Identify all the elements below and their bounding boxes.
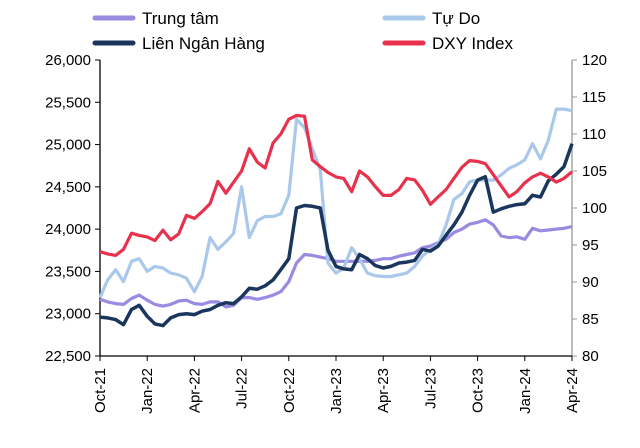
y2-tick-label: 85 bbox=[582, 311, 599, 328]
series-lines bbox=[98, 107, 574, 328]
x-tick-label: Jan-23 bbox=[328, 368, 345, 414]
y-tick-label: 22,500 bbox=[45, 348, 91, 365]
series-line-dxy-index bbox=[99, 113, 574, 257]
x-tick-label: Apr-22 bbox=[186, 368, 203, 413]
y2-tick-label: 80 bbox=[582, 348, 599, 365]
y-tick-label: 24,000 bbox=[45, 221, 91, 238]
y2-tick-label: 105 bbox=[582, 163, 607, 180]
y2-tick-label: 110 bbox=[582, 126, 606, 143]
series-line-tự-do bbox=[98, 107, 573, 299]
x-tick-label: Apr-24 bbox=[564, 368, 581, 413]
y2-tick-label: 95 bbox=[582, 237, 599, 254]
y-tick-label: 23,000 bbox=[45, 306, 91, 323]
x-tick-label: Oct-23 bbox=[470, 368, 487, 413]
legend: Trung tâm Tự Do Liên Ngân Hàng DXY Index bbox=[92, 9, 513, 53]
legend-label: Tự Do bbox=[432, 9, 480, 28]
y2-tick-label: 115 bbox=[582, 89, 606, 106]
y-tick-label: 24,500 bbox=[45, 179, 91, 196]
x-tick-label: Jan-22 bbox=[139, 368, 156, 414]
legend-label: Trung tâm bbox=[142, 9, 219, 28]
series-line-trung-tâm bbox=[99, 218, 573, 309]
y-tick-label: 25,500 bbox=[45, 94, 91, 111]
y2-tick-label: 120 bbox=[582, 52, 607, 69]
y2-tick-label: 90 bbox=[582, 274, 599, 291]
y-tick-label: 25,000 bbox=[45, 137, 91, 154]
x-tick-label: Jul-23 bbox=[422, 368, 439, 409]
legend-label: DXY Index bbox=[432, 34, 513, 53]
y-tick-label: 23,500 bbox=[45, 263, 91, 280]
y2-tick-label: 100 bbox=[582, 200, 607, 217]
x-tick-label: Jan-24 bbox=[517, 368, 534, 414]
x-tick-label: Apr-23 bbox=[375, 368, 392, 413]
x-tick-label: Oct-22 bbox=[281, 368, 298, 413]
y-tick-label: 26,000 bbox=[45, 52, 91, 69]
x-tick-label: Jul-22 bbox=[234, 368, 251, 409]
x-tick-label: Oct-21 bbox=[92, 368, 109, 413]
series-line-liên-ngân-hàng bbox=[99, 143, 574, 328]
legend-label: Liên Ngân Hàng bbox=[142, 34, 265, 53]
